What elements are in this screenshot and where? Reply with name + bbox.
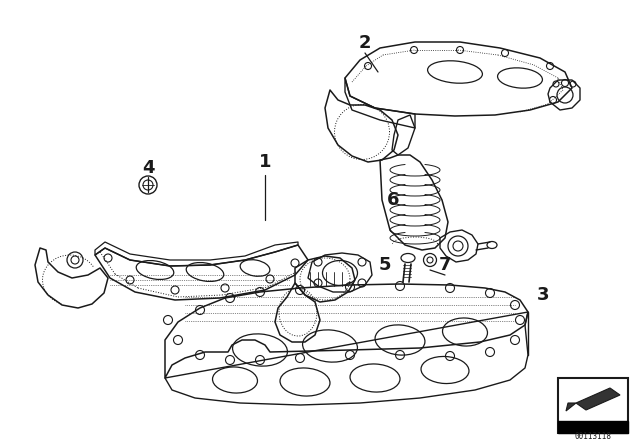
Polygon shape	[576, 388, 620, 410]
Text: 6: 6	[387, 191, 399, 209]
Bar	[558, 421, 628, 433]
Text: 4: 4	[141, 159, 154, 177]
Text: 7: 7	[439, 256, 451, 274]
Polygon shape	[566, 403, 576, 411]
Text: 1: 1	[259, 153, 271, 171]
Text: 5: 5	[379, 256, 391, 274]
Text: 2: 2	[359, 34, 371, 52]
Text: 00113118: 00113118	[575, 432, 611, 441]
Bar	[558, 378, 628, 433]
Text: 3: 3	[537, 286, 549, 304]
